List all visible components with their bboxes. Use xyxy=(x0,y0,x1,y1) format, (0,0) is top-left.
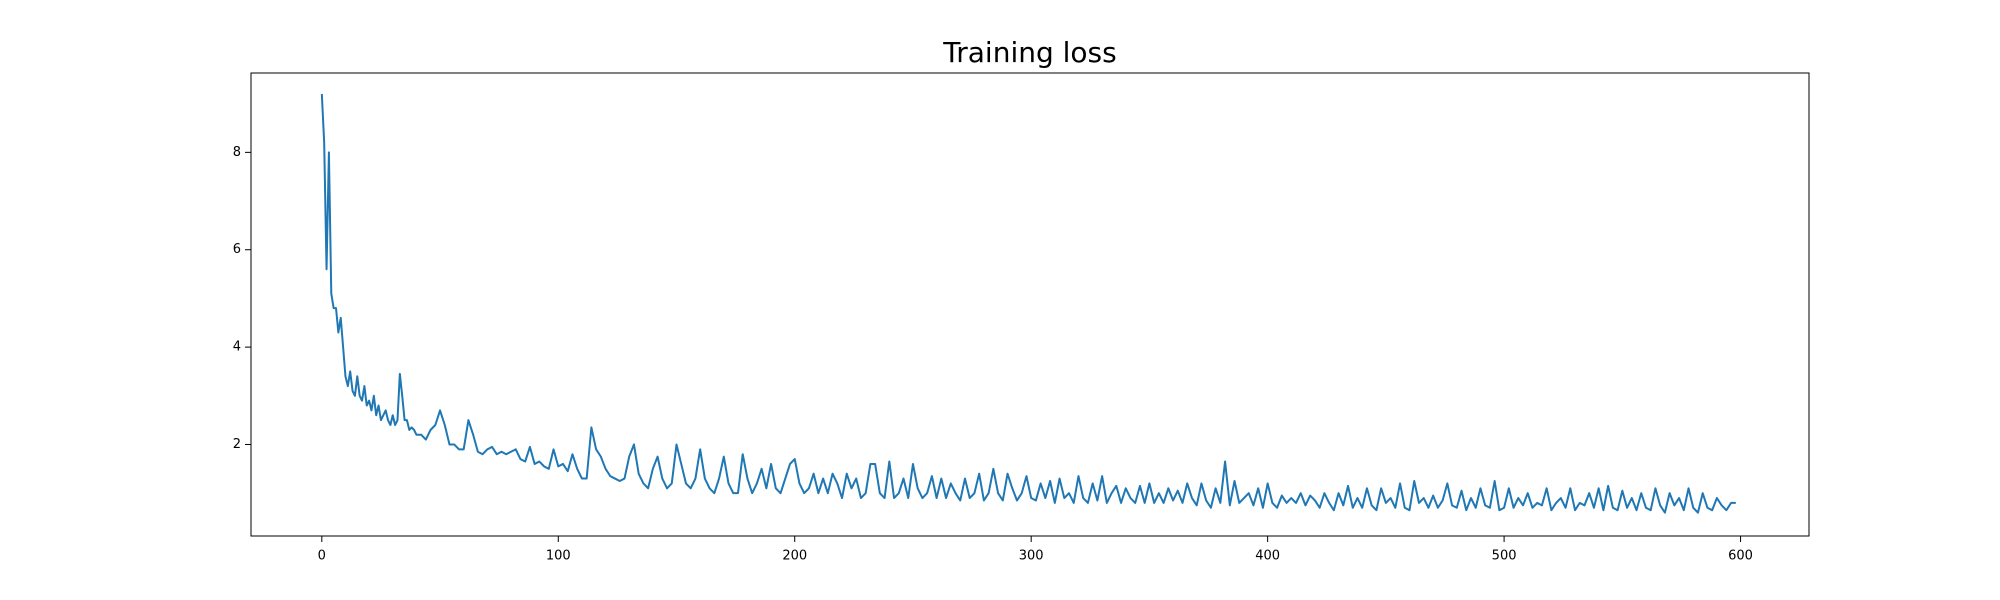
loss-line xyxy=(320,93,1736,514)
y-tick-label: 8 xyxy=(233,145,241,160)
chart-title: Training loss xyxy=(942,36,1116,69)
x-tick-label: 100 xyxy=(546,549,571,564)
x-tick-label: 0 xyxy=(318,549,326,564)
x-tick-label: 200 xyxy=(782,549,807,564)
x-tick-label: 600 xyxy=(1728,549,1753,564)
y-tick-label: 6 xyxy=(233,242,241,257)
y-tick-label: 4 xyxy=(233,340,241,355)
plot-frame xyxy=(250,72,1810,537)
y-tick-label: 2 xyxy=(233,437,241,452)
x-tick-label: 500 xyxy=(1492,549,1517,564)
x-tick-label: 400 xyxy=(1255,549,1280,564)
x-tick-label: 300 xyxy=(1019,549,1044,564)
